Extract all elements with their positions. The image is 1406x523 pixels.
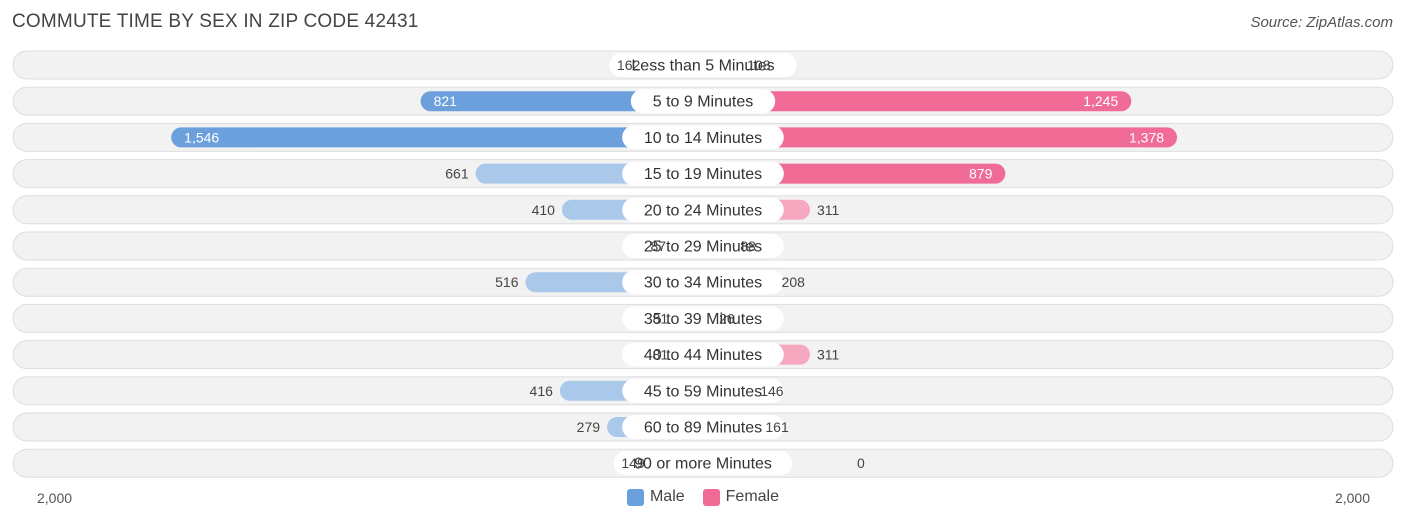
category-label: 20 to 24 Minutes	[644, 202, 762, 219]
value-label-male: 149	[621, 455, 645, 471]
value-label-male: 81	[653, 347, 669, 363]
value-label-male: 661	[445, 166, 469, 182]
legend-item-female: Female	[702, 488, 780, 506]
category-label-background	[622, 125, 784, 150]
value-label-female: 26	[719, 310, 735, 326]
bar-male	[171, 127, 703, 148]
category-label-background	[622, 234, 784, 258]
value-label-male: 410	[532, 202, 556, 218]
category-label: 15 to 19 Minutes	[644, 166, 762, 183]
legend-label-male: Male	[649, 488, 685, 505]
legend-swatch-female	[702, 488, 720, 506]
value-label-female: 88	[740, 238, 756, 254]
value-label-female: 208	[782, 274, 806, 290]
category-label-background	[613, 451, 793, 476]
legend-item-male: Male	[626, 488, 685, 506]
axis-min-label: 2,000	[37, 490, 73, 506]
chart-title: COMMUTE TIME BY SEX IN ZIP CODE 42431	[12, 11, 419, 32]
value-label-male: 416	[530, 383, 554, 399]
source-note: Source: ZipAtlas.com	[1250, 14, 1393, 31]
value-label-female: 146	[760, 383, 784, 399]
value-label-male: 516	[495, 274, 519, 290]
category-label: 60 to 89 Minutes	[644, 420, 762, 437]
bar-female	[703, 91, 1132, 112]
category-label: 25 to 29 Minutes	[644, 239, 762, 256]
category-label: 45 to 59 Minutes	[644, 383, 762, 400]
category-label-background	[622, 378, 784, 403]
value-label-male: 821	[434, 93, 458, 109]
category-label: 30 to 34 Minutes	[644, 275, 762, 292]
bar-female	[703, 127, 1178, 148]
category-label: Less than 5 Minutes	[631, 58, 774, 75]
value-label-female: 161	[765, 419, 789, 435]
value-label-male: 81	[653, 310, 669, 326]
category-label: 5 to 9 Minutes	[653, 94, 754, 111]
value-label-male: 279	[577, 419, 601, 435]
value-label-female: 1,378	[1129, 129, 1164, 145]
category-label-background	[622, 415, 784, 439]
category-label: 10 to 14 Minutes	[644, 130, 762, 147]
category-label-background	[622, 197, 784, 222]
value-label-female: 108	[747, 57, 771, 73]
legend: Male Female	[0, 488, 1406, 506]
category-label-background	[622, 161, 784, 186]
value-label-female: 1,245	[1083, 93, 1118, 109]
axis-max-label: 2,000	[1334, 490, 1370, 506]
value-label-female: 0	[857, 455, 865, 471]
legend-swatch-male	[626, 488, 644, 506]
value-label-female: 311	[817, 347, 840, 363]
value-label-female: 879	[969, 166, 993, 182]
value-label-male: 87	[650, 238, 666, 254]
category-label-background	[622, 270, 784, 295]
value-label-male: 162	[617, 57, 641, 73]
category-label: 35 to 39 Minutes	[644, 311, 762, 328]
category-label: 90 or more Minutes	[634, 456, 772, 473]
legend-label-female: Female	[725, 488, 780, 505]
category-label: 40 to 44 Minutes	[644, 347, 762, 364]
category-label-background	[622, 342, 784, 367]
category-label-background	[622, 306, 784, 331]
value-label-female: 311	[817, 202, 840, 218]
category-label-background	[609, 53, 797, 77]
value-label-male: 1,546	[184, 129, 219, 145]
category-label-background	[630, 89, 776, 114]
